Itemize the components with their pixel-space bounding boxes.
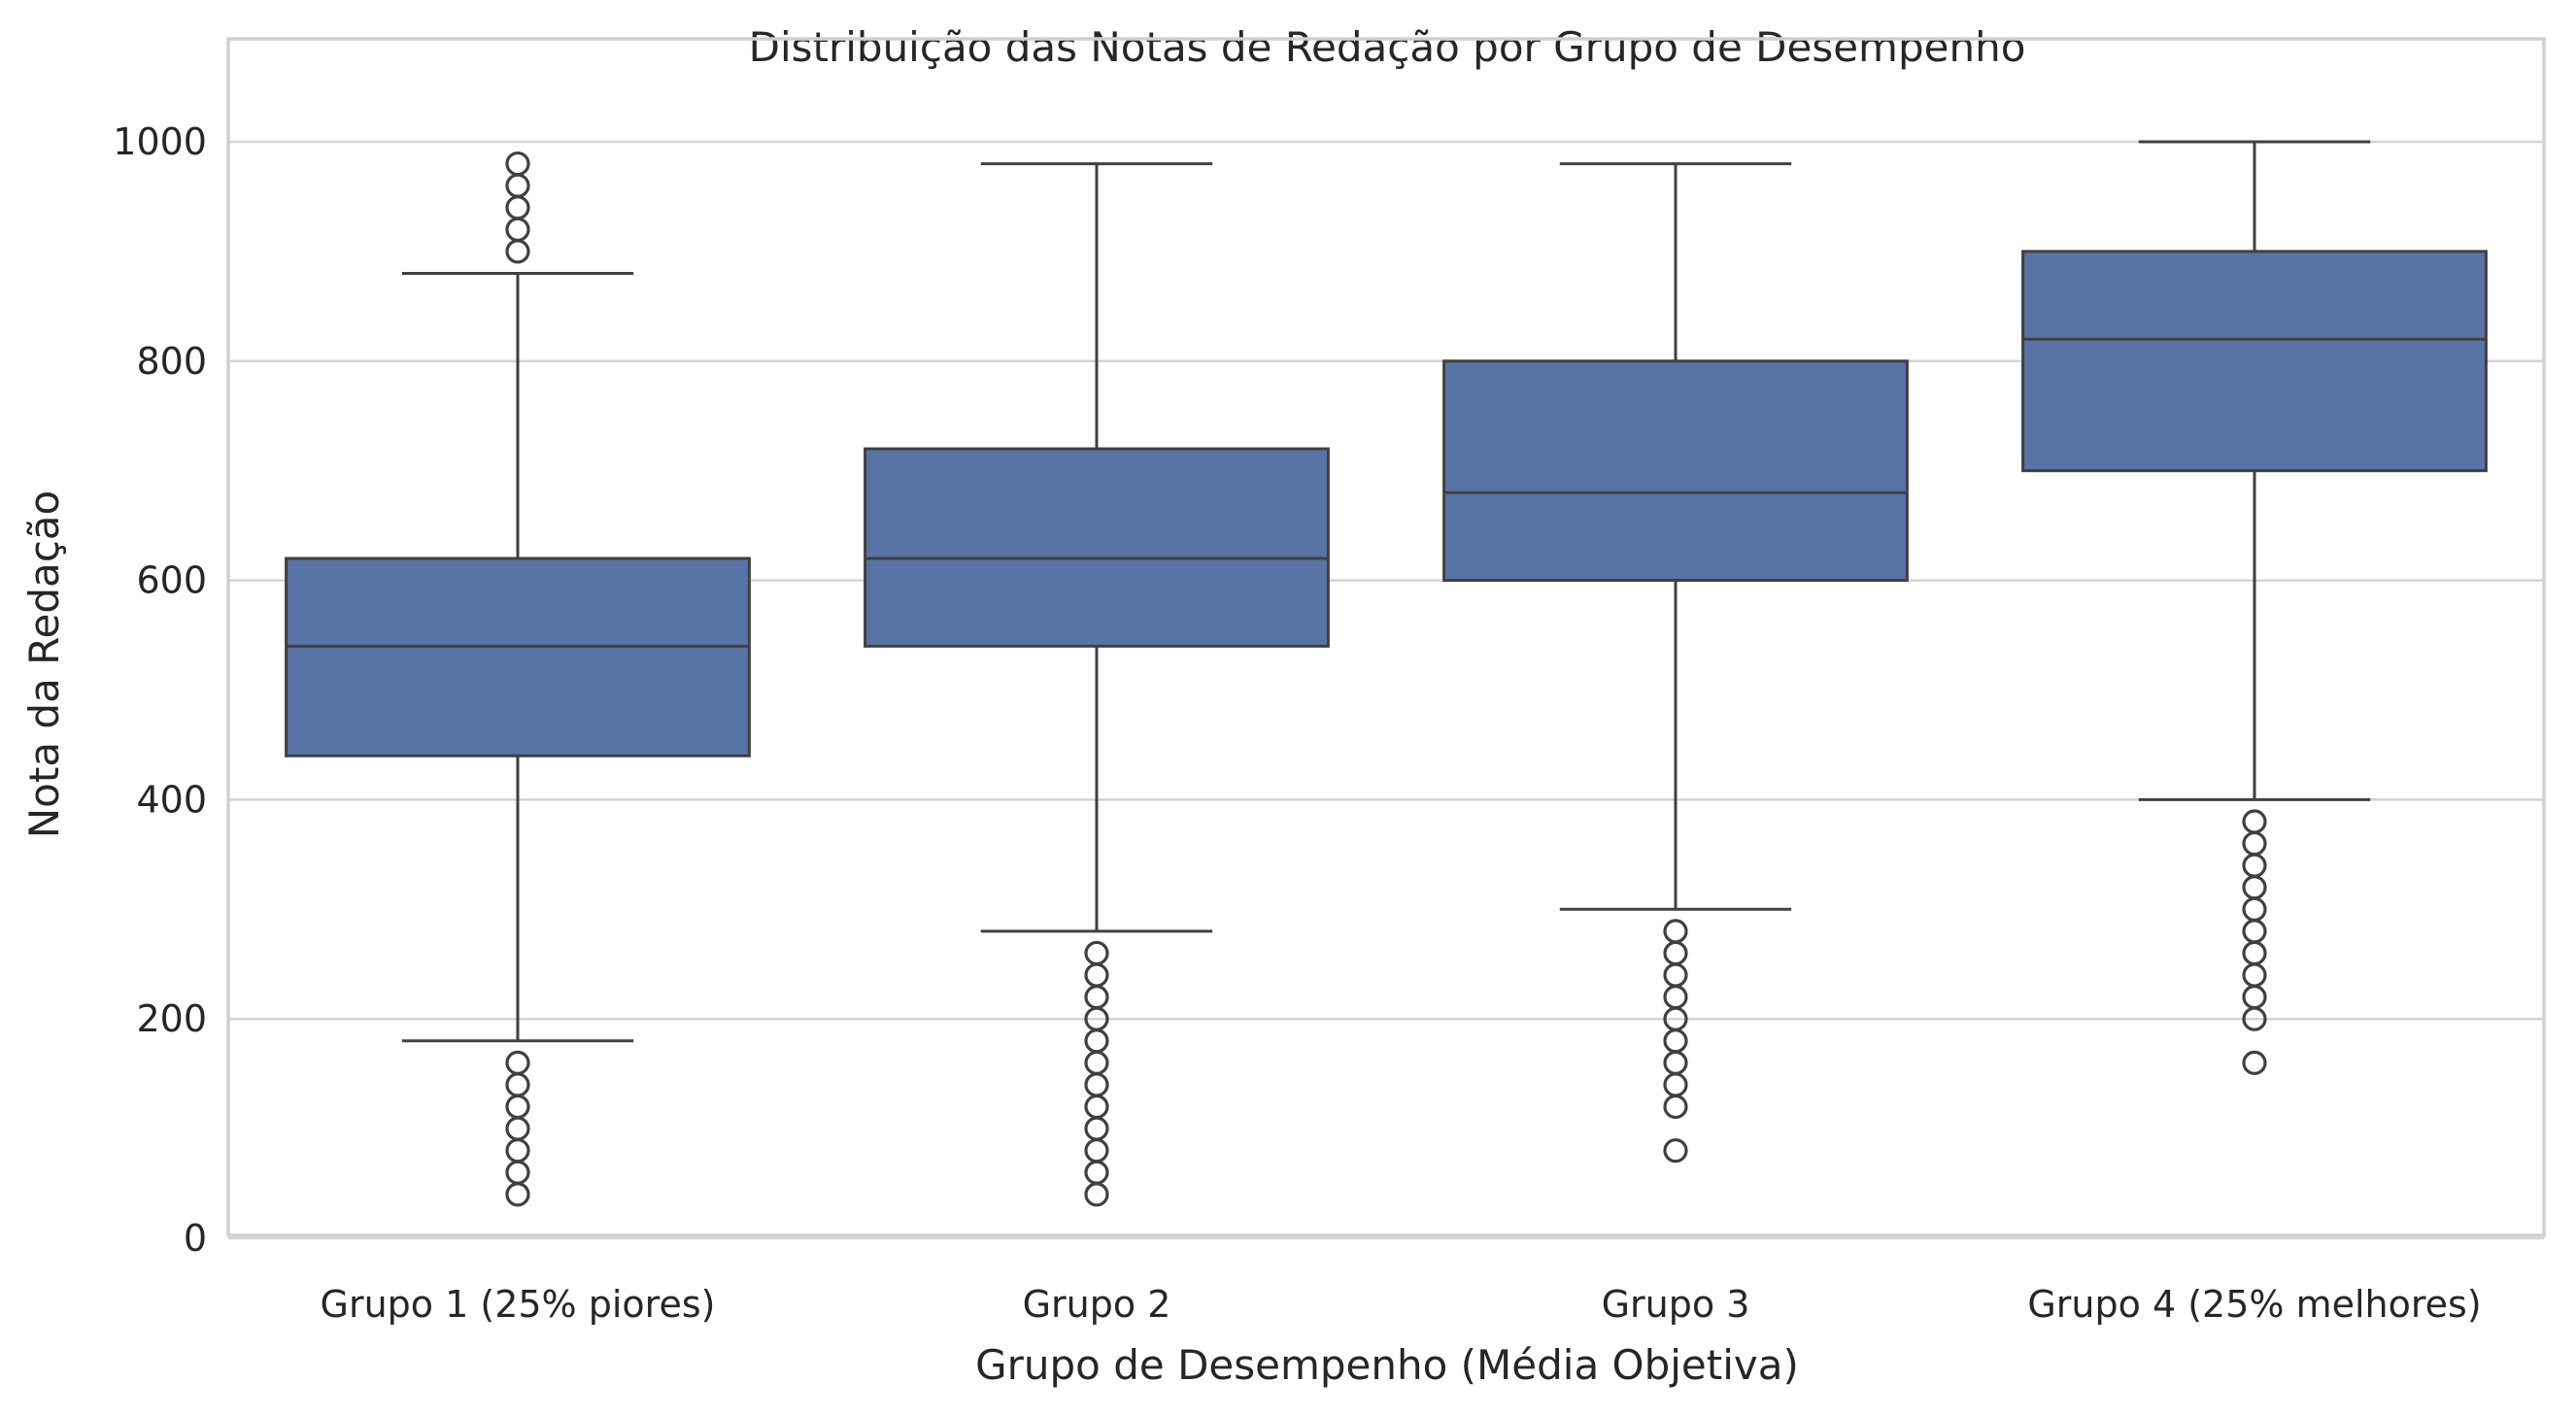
chart-title: Distribuição das Notas de Redação por Gr… [749, 23, 2026, 71]
outlier-point [2242, 896, 2267, 922]
outlier-point [2242, 962, 2267, 988]
y-tick-label-800: 800 [136, 340, 207, 383]
outlier-point [505, 195, 530, 220]
outlier-point [1084, 1138, 1109, 1163]
outlier-point [505, 1050, 530, 1075]
outlier-point [1084, 1160, 1109, 1185]
outlier-point [1663, 1050, 1688, 1075]
box-iqr [864, 447, 1330, 648]
outlier-point [505, 1072, 530, 1097]
outlier-point [1663, 1138, 1688, 1163]
plot-frame [226, 37, 2546, 1237]
x-tick-label-1: Grupo 1 (25% piores) [321, 1283, 716, 1326]
y-tick-label-600: 600 [136, 559, 207, 602]
outlier-point [505, 1094, 530, 1120]
outlier-point [505, 1182, 530, 1207]
outlier-point [1084, 940, 1109, 966]
y-axis-label: Nota da Redação [20, 490, 68, 838]
outlier-point [505, 1116, 530, 1141]
x-tick-label-2: Grupo 2 [1023, 1283, 1171, 1326]
outlier-point [505, 1138, 530, 1163]
outlier-point [505, 1160, 530, 1185]
y-tick-label-200: 200 [136, 997, 207, 1040]
outlier-point [1084, 1116, 1109, 1141]
outlier-point [505, 151, 530, 177]
outlier-point [1663, 919, 1688, 944]
outlier-point [2242, 919, 2267, 944]
outlier-point [1663, 985, 1688, 1010]
outlier-point [1084, 1094, 1109, 1120]
x-axis-ticks: Grupo 1 (25% piores) Grupo 2 Grupo 3 Grupo … [321, 1283, 2482, 1326]
boxes [285, 140, 2488, 1207]
box-iqr [2021, 250, 2488, 473]
outlier-point [1084, 1028, 1109, 1054]
outlier-point [1663, 1072, 1688, 1097]
outlier-point [1084, 1072, 1109, 1097]
y-tick-label-1000: 1000 [113, 120, 207, 163]
outlier-point [1084, 985, 1109, 1010]
box-group-4 [2021, 140, 2488, 1075]
x-axis-label: Grupo de Desempenho (Média Objetiva) [975, 1341, 1799, 1389]
outlier-point [505, 173, 530, 198]
box-iqr [285, 556, 751, 758]
outlier-point [1663, 1028, 1688, 1054]
outlier-point [2242, 830, 2267, 857]
outlier-point [2242, 985, 2267, 1010]
outlier-point [505, 239, 530, 264]
box-group-1 [285, 151, 751, 1207]
outlier-point [2242, 853, 2267, 878]
y-tick-label-0: 0 [184, 1217, 207, 1260]
outlier-point [1084, 1050, 1109, 1075]
outlier-point [1663, 1094, 1688, 1120]
outlier-point [1084, 962, 1109, 988]
outlier-point [2242, 809, 2267, 834]
outlier-point [2242, 875, 2267, 900]
outlier-point [1663, 940, 1688, 966]
x-tick-label-3: Grupo 3 [1602, 1283, 1750, 1326]
box-group-3 [1442, 162, 1909, 1163]
y-tick-label-400: 400 [136, 778, 207, 821]
outlier-point [1663, 962, 1688, 988]
outlier-point [1084, 1182, 1109, 1207]
box-group-2 [864, 162, 1330, 1207]
x-tick-label-4: Grupo 4 (25% melhores) [2027, 1283, 2481, 1326]
outlier-point [2242, 1050, 2267, 1075]
outlier-point [2242, 940, 2267, 966]
box-iqr [1442, 359, 1909, 583]
outlier-point [505, 217, 530, 242]
y-axis-ticks: 0 200 400 600 800 1000 [113, 120, 207, 1260]
